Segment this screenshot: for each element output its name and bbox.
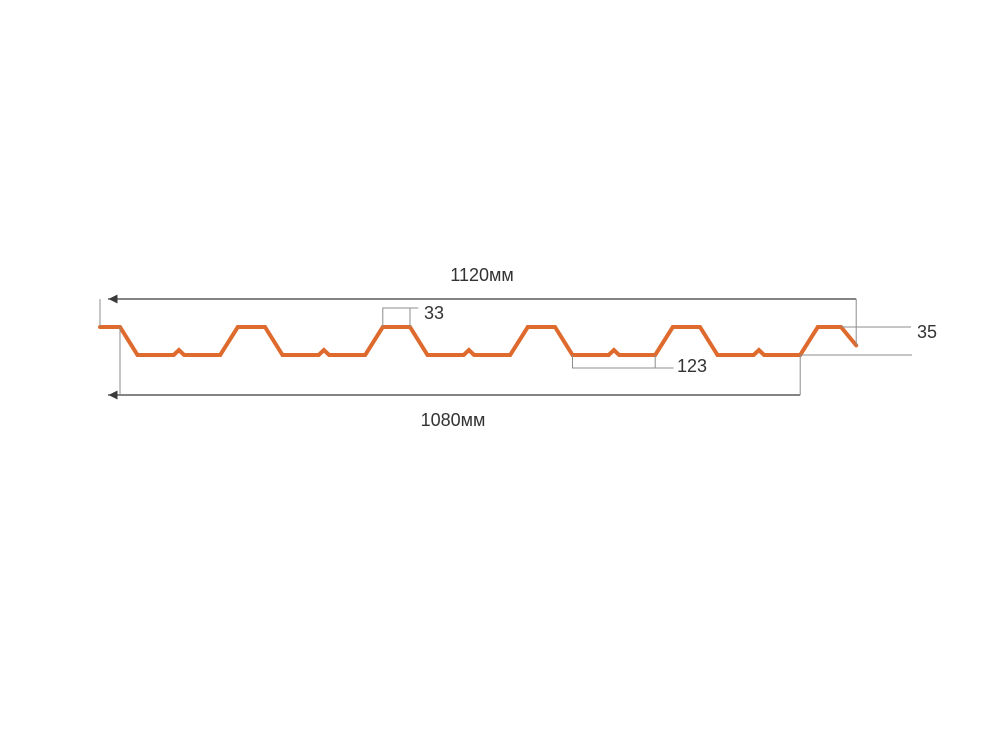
- svg-text:123: 123: [677, 356, 707, 376]
- svg-text:1120мм: 1120мм: [450, 265, 513, 285]
- svg-text:1080мм: 1080мм: [421, 410, 486, 430]
- svg-text:33: 33: [424, 303, 444, 323]
- svg-text:35: 35: [917, 322, 937, 342]
